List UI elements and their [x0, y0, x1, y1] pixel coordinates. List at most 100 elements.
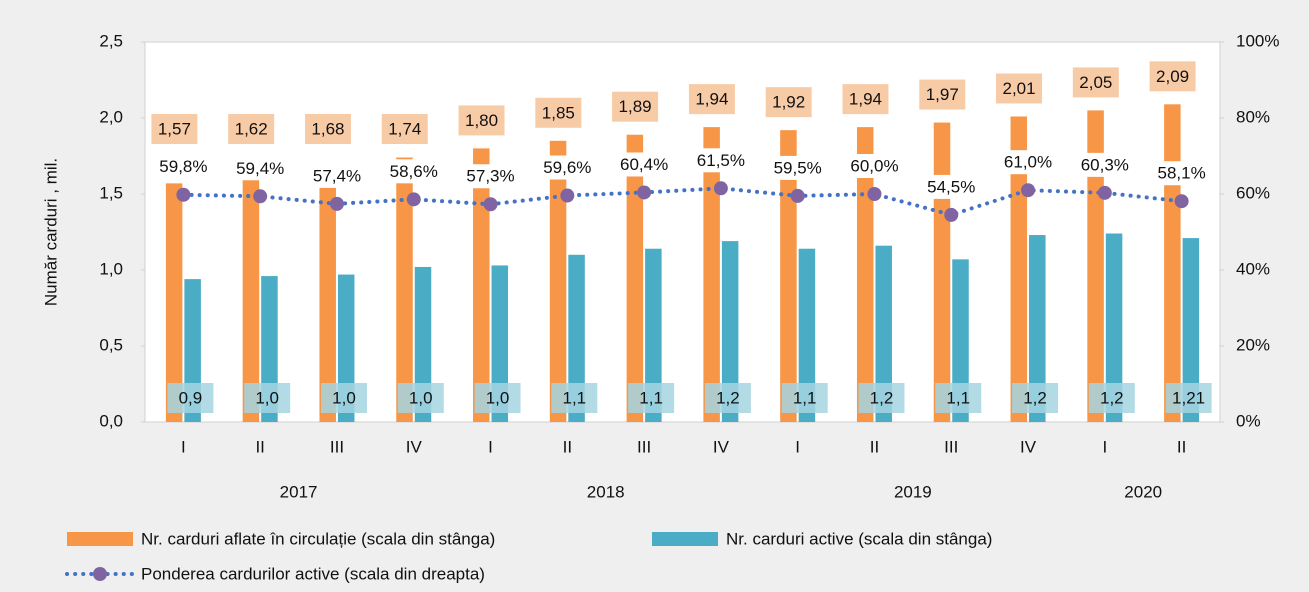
y2-tick-label: 80%: [1236, 107, 1270, 126]
bar: [1029, 235, 1046, 422]
marker: [713, 181, 728, 196]
x-tick-label: I: [1102, 437, 1107, 456]
bar: [721, 241, 739, 422]
data-label: 1,1: [639, 388, 663, 407]
data-label: 59,8%: [159, 157, 207, 176]
data-label: 1,0: [255, 388, 279, 407]
data-label: 1,0: [486, 388, 510, 407]
bar: [1164, 104, 1181, 422]
y-tick-label: 2,0: [99, 107, 123, 126]
data-label: 60,3%: [1081, 155, 1129, 174]
data-label-bg: [1151, 161, 1212, 186]
x-tick-label: II: [563, 437, 572, 456]
data-label: 60,0%: [850, 156, 898, 175]
data-label: 1,1: [946, 388, 970, 407]
bar: [568, 254, 585, 422]
data-label-bg: [614, 152, 675, 177]
marker: [867, 187, 882, 201]
x-tick-label: II: [870, 437, 879, 456]
legend-label: Ponderea cardurilor active (scala din dr…: [141, 564, 485, 583]
bar: [165, 183, 183, 422]
x-group-label: 2017: [280, 482, 318, 501]
data-label-box: [1072, 67, 1119, 98]
x-tick-label: IV: [406, 437, 423, 456]
y2-tick-label: 100%: [1236, 31, 1279, 50]
data-label-bg: [1074, 152, 1135, 177]
data-label-box: [1149, 61, 1196, 92]
bar: [703, 127, 720, 423]
y2-tick-label: 20%: [1236, 335, 1270, 354]
data-label-box: [935, 383, 982, 413]
x-tick-label: III: [330, 437, 344, 456]
legend-label: Nr. carduri active (scala din stânga): [726, 529, 992, 548]
data-label-box: [704, 383, 751, 413]
x-tick-label: I: [488, 437, 493, 456]
data-label-box: [167, 383, 214, 413]
marker: [637, 185, 652, 200]
bar: [875, 245, 892, 422]
marker: [944, 207, 959, 222]
data-label-box: [458, 105, 505, 136]
x-tick-label: I: [181, 437, 186, 456]
data-label: 57,3%: [466, 167, 514, 186]
data-label: 2,05: [1079, 73, 1112, 92]
x-tick-label: II: [255, 437, 264, 456]
bar: [473, 148, 490, 422]
y-axis-label: Număr carduri , mil.: [41, 158, 60, 306]
data-label: 59,6%: [543, 158, 591, 177]
data-label: 1,21: [1172, 388, 1205, 407]
data-label: 1,57: [158, 119, 191, 138]
data-label: 1,2: [870, 388, 894, 407]
data-label-box: [1012, 383, 1059, 413]
data-label-bg: [537, 155, 598, 180]
data-label: 1,2: [716, 388, 740, 407]
data-label: 1,97: [926, 85, 959, 104]
data-label: 2,01: [1002, 79, 1035, 98]
y-tick-label: 0,5: [99, 335, 123, 354]
data-label: 1,2: [1100, 388, 1124, 407]
bar: [952, 259, 969, 422]
data-label-box: [1088, 383, 1135, 413]
data-label: 1,89: [619, 97, 652, 116]
x-group-label: 2019: [894, 482, 932, 501]
data-label-bg: [998, 150, 1059, 175]
data-label: 54,5%: [927, 177, 975, 196]
data-label-box: [1165, 383, 1212, 413]
marker: [329, 196, 344, 211]
bar: [798, 248, 816, 422]
y-tick-label: 2,5: [99, 31, 123, 50]
x-tick-label: III: [637, 437, 651, 456]
bar: [549, 140, 567, 423]
data-label-box: [842, 84, 889, 115]
data-label-box: [688, 84, 735, 115]
bar: [1105, 233, 1123, 422]
legend-swatch: [67, 532, 133, 546]
marker: [483, 197, 498, 212]
y2-tick-label: 0%: [1236, 411, 1261, 430]
data-label-bg: [690, 148, 751, 173]
data-label-box: [474, 383, 521, 413]
data-label-box: [397, 383, 444, 413]
data-label-box: [320, 383, 367, 413]
data-label-box: [535, 97, 582, 128]
data-label-bg: [767, 155, 828, 180]
bar: [856, 127, 874, 423]
data-label-box: [304, 114, 351, 144]
data-label: 1,1: [563, 388, 587, 407]
y2-tick-label: 60%: [1236, 183, 1270, 202]
marker: [1174, 194, 1189, 209]
marker: [1021, 183, 1036, 198]
x-tick-label: IV: [1020, 437, 1037, 456]
data-label-box: [612, 91, 659, 122]
y2-tick-label: 40%: [1236, 259, 1270, 278]
data-label-box: [551, 383, 598, 413]
data-label-box: [228, 114, 275, 144]
bar: [319, 166, 336, 422]
data-label-bg: [844, 154, 905, 178]
data-label: 0,9: [179, 388, 203, 407]
x-group-label: 2018: [587, 482, 625, 501]
plot-area: [144, 41, 1221, 423]
data-label: 1,80: [465, 111, 498, 130]
data-label: 1,2: [1023, 388, 1047, 407]
